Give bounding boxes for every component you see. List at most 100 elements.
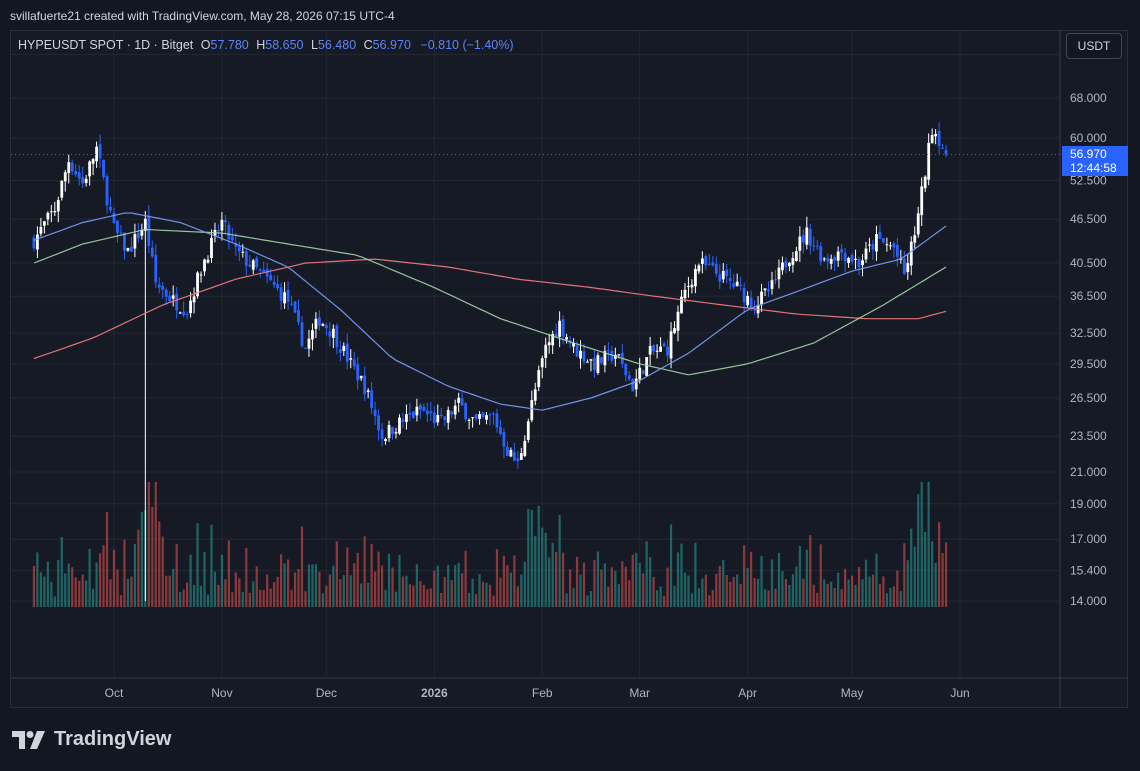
y-tick-label: 60.000 bbox=[1070, 131, 1107, 145]
volume-bar bbox=[321, 593, 324, 607]
volume-bar bbox=[133, 543, 136, 607]
candle-body bbox=[777, 267, 781, 280]
volume-bar bbox=[85, 580, 88, 607]
volume-bar bbox=[568, 569, 572, 607]
candle-body bbox=[551, 333, 555, 346]
volume-bar bbox=[934, 562, 937, 607]
candle-body bbox=[850, 254, 854, 262]
candle-body bbox=[805, 227, 809, 245]
volume-bar bbox=[596, 551, 600, 607]
candle-body bbox=[130, 246, 133, 252]
candle-body bbox=[631, 379, 635, 392]
volume-bar bbox=[729, 581, 732, 607]
volume-bar bbox=[440, 592, 443, 607]
candle-body bbox=[794, 251, 798, 262]
volume-bar bbox=[509, 572, 512, 607]
candle-body bbox=[370, 390, 374, 409]
volume-bar bbox=[812, 584, 815, 607]
volume-bar bbox=[628, 580, 631, 607]
volume-bar bbox=[777, 552, 781, 607]
candle-body bbox=[373, 409, 377, 417]
volume-bar bbox=[864, 559, 868, 607]
volume-bar bbox=[387, 553, 391, 607]
candle-body bbox=[913, 235, 917, 243]
candle-body bbox=[126, 248, 130, 251]
candle-body bbox=[363, 375, 367, 394]
candle-body bbox=[871, 243, 875, 250]
currency-unit-button[interactable]: USDT bbox=[1066, 33, 1122, 59]
candle-body bbox=[422, 406, 426, 412]
candle-body bbox=[878, 231, 882, 239]
candle-body bbox=[687, 285, 690, 287]
volume-bar bbox=[151, 506, 154, 607]
ohlc-legend: HYPEUSDT SPOT · 1D · Bitget O57.780 H58.… bbox=[18, 38, 514, 52]
volume-bar bbox=[718, 565, 721, 607]
volume-bar bbox=[199, 585, 203, 607]
candle-body bbox=[391, 427, 394, 435]
candle-body bbox=[617, 354, 621, 356]
candle-body bbox=[74, 171, 78, 175]
volume-bar bbox=[454, 565, 457, 607]
candle-body bbox=[544, 344, 548, 358]
candle-body bbox=[46, 212, 50, 220]
candle-body bbox=[143, 218, 147, 231]
candle-body bbox=[788, 262, 791, 267]
candle-body bbox=[902, 258, 906, 274]
volume-bar bbox=[415, 564, 418, 607]
candle-body bbox=[718, 274, 722, 282]
candle-body bbox=[895, 244, 899, 257]
candle-body bbox=[290, 303, 293, 305]
volume-bar bbox=[461, 573, 464, 607]
volume-bar bbox=[746, 567, 749, 607]
volume-bar bbox=[259, 589, 262, 607]
candle-body bbox=[91, 158, 95, 164]
volume-bar bbox=[910, 528, 913, 607]
volume-bar bbox=[210, 524, 213, 607]
candle-body bbox=[335, 325, 339, 348]
volume-bar bbox=[610, 567, 613, 607]
volume-bar bbox=[889, 587, 892, 607]
candle-body bbox=[171, 295, 175, 299]
change-value: −0.810 (−1.40%) bbox=[420, 38, 514, 52]
volume-bar bbox=[485, 582, 488, 607]
volume-bar bbox=[126, 578, 130, 607]
candle-body bbox=[558, 320, 562, 337]
volume-bar bbox=[436, 565, 439, 607]
candle-body bbox=[586, 361, 589, 363]
candle-body bbox=[652, 345, 656, 352]
volume-bar bbox=[189, 554, 192, 607]
candle-body bbox=[262, 269, 266, 272]
candle-body bbox=[283, 292, 286, 304]
tradingview-logo-icon bbox=[12, 730, 45, 749]
symbol-label: HYPEUSDT SPOT · 1D · Bitget bbox=[18, 38, 194, 52]
volume-bar bbox=[116, 569, 119, 607]
candle-body bbox=[203, 259, 206, 272]
candle-body bbox=[516, 458, 520, 462]
volume-bar bbox=[168, 575, 171, 607]
volume-bar bbox=[474, 594, 478, 607]
candle-body bbox=[98, 144, 102, 159]
volume-bar bbox=[506, 565, 509, 607]
candle-body bbox=[185, 314, 189, 316]
volume-bar bbox=[603, 563, 606, 607]
candle-body bbox=[899, 258, 903, 260]
volume-bar bbox=[203, 552, 206, 607]
candle-body bbox=[763, 288, 767, 291]
volume-bar bbox=[335, 541, 338, 607]
volume-bar bbox=[53, 596, 56, 607]
candle-body bbox=[714, 263, 718, 274]
volume-bar bbox=[593, 560, 596, 607]
volume-bar bbox=[102, 545, 105, 607]
volume-bar bbox=[513, 555, 516, 607]
candle-body bbox=[495, 413, 499, 428]
volume-bar bbox=[823, 579, 826, 607]
candle-body bbox=[767, 289, 770, 292]
volume-bar bbox=[332, 565, 335, 607]
y-tick-label: 17.000 bbox=[1070, 532, 1107, 546]
volume-bar bbox=[760, 555, 763, 607]
y-tick-label: 26.500 bbox=[1070, 391, 1107, 405]
tradingview-logo[interactable]: TradingView bbox=[12, 728, 171, 751]
candle-body bbox=[937, 131, 941, 146]
volume-bar bbox=[763, 589, 767, 607]
